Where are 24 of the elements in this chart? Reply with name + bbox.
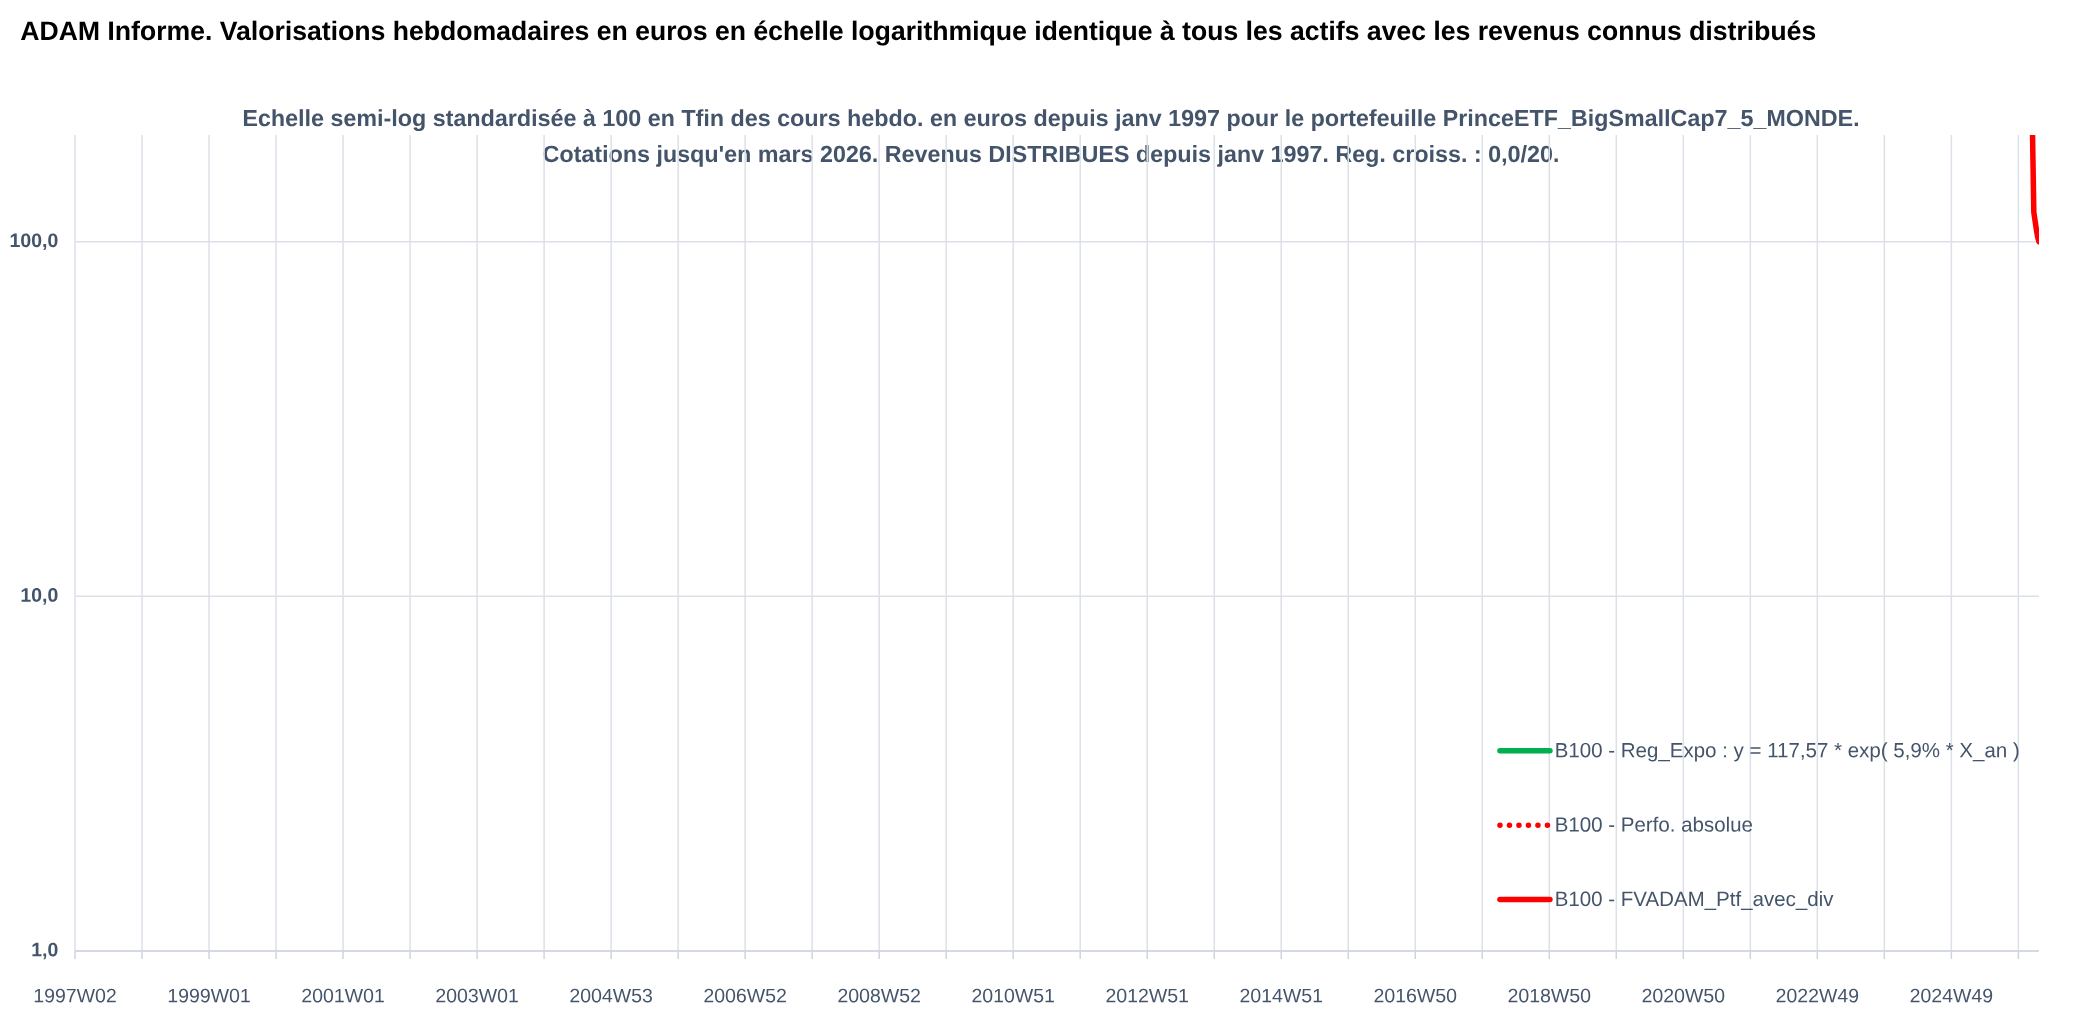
y-tick-label: 10,0 — [21, 588, 58, 605]
annotation: Cotations jusqu'en mars 2026. Revenus DISTRIBUES depuis janv 1997. Reg. croiss. : 0,0/20. — [543, 145, 1558, 167]
x-tick-label: 2024W49 — [1910, 988, 1993, 1003]
x-tick-label: 2004W53 — [570, 988, 652, 1003]
x-tick-label: 1999W01 — [168, 988, 250, 1003]
x-tick-label: 2010W51 — [972, 988, 1054, 1003]
legend-label: B100 - Reg_Expo : y = 117,57 * exp( 5,9% * X_an ) — [1556, 742, 2019, 762]
x-tick-label: 2006W52 — [704, 988, 786, 1003]
x-tick-label: 2003W01 — [436, 988, 518, 1003]
x-tick-label: 2020W50 — [1642, 988, 1725, 1003]
legend-label: B100 - Perfo. absolue — [1556, 816, 1753, 832]
x-tick-label: 2008W52 — [838, 988, 920, 1003]
x-tick-label: 1997W02 — [34, 988, 116, 1003]
chart-title: ADAM Informe. Valorisations hebdomadaires en euros en échelle logarithmique identique à tous les actifs avec les revenus connus distribués — [20, 20, 1816, 46]
y-tick-label: 1,0 — [32, 942, 58, 960]
x-tick-label: 2022W49 — [1776, 988, 1859, 1003]
x-tick-label: 2001W01 — [302, 988, 384, 1003]
x-tick-label: 2018W50 — [1508, 988, 1591, 1003]
x-tick-label: 2014W51 — [1240, 988, 1322, 1003]
chart-subtitle: Echelle semi-log standardisée à 100 en Tfin des cours hebdo. en euros depuis janv 1997 pour le portefeuille PrinceETF_BigSmallCap7_5_MONDE. — [243, 108, 1858, 131]
x-tick-label: 2016W50 — [1374, 988, 1457, 1003]
legend-label: B100 - FVADAM_Ptf_avec_div — [1556, 891, 1834, 910]
x-tick-label: 2012W51 — [1106, 988, 1188, 1003]
y-tick-label: 100,0 — [10, 233, 58, 251]
